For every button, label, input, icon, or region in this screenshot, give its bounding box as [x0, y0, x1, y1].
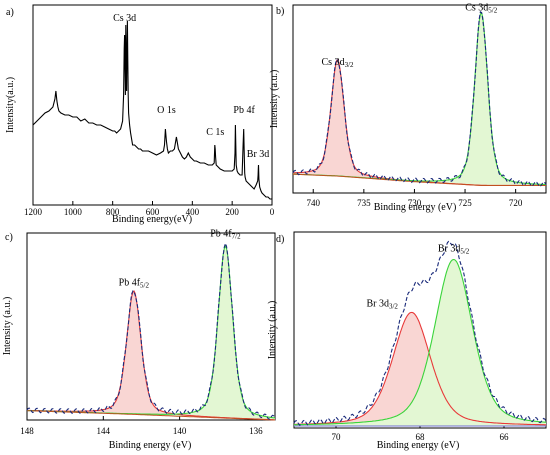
panel-label: c)	[5, 232, 13, 243]
background-line	[26, 410, 275, 421]
x-tick-label: 1000	[64, 207, 83, 217]
x-tick-label: 148	[20, 426, 34, 436]
x-tick-label: 720	[509, 198, 523, 208]
component-fill	[293, 59, 546, 186]
x-axis-label: Binding energy(eV)	[112, 214, 192, 225]
peak-annotation: O 1s	[157, 105, 176, 116]
peak-annotation: Pb 4f	[233, 105, 255, 116]
x-tick-label: 68	[416, 432, 426, 442]
panel-1: 1200 1000 800 600 400 200 0 Binding energy(eV) I…	[5, 4, 275, 225]
component-fill	[294, 259, 546, 426]
plot-frame	[26, 232, 276, 421]
plot-frame	[292, 4, 547, 194]
y-axis-label: Intensity (a.u.)	[269, 70, 280, 129]
peak-annotation: Br 3d	[247, 149, 270, 160]
x-tick-label: 0	[270, 207, 275, 217]
component-line	[294, 258, 547, 426]
y-axis-label: Intensity(a.u.)	[5, 77, 16, 133]
survey-line	[32, 20, 272, 200]
peak-annotation: Cs 3d5/2	[465, 3, 498, 15]
x-tick-label: 400	[186, 207, 200, 217]
panel-label: d)	[276, 234, 284, 245]
component-fill	[293, 12, 546, 186]
x-tick-label: 740	[306, 198, 320, 208]
x-tick-label: 725	[458, 198, 472, 208]
x-axis-label: Binding energy (eV)	[109, 440, 192, 451]
y-axis-label: Intensity (a.u.)	[267, 301, 278, 360]
peak-annotation: C 1s	[206, 127, 224, 138]
peak-annotation: Pb 4f7/2	[210, 229, 241, 241]
component-line	[294, 311, 546, 426]
peak-annotation: Cs 3d	[113, 13, 136, 24]
x-tick-label: 200	[225, 207, 239, 217]
panel-3: 148 144 140 136 Binding energy (eV) Intensity…	[2, 229, 276, 451]
x-tick-label: 800	[106, 207, 120, 217]
raw-data-line	[292, 11, 547, 188]
peak-annotation: Cs 3d3/2	[322, 57, 355, 69]
peak-annotation: Br 3d5/2	[438, 244, 470, 256]
x-tick-label: 140	[173, 426, 187, 436]
x-tick-label: 730	[408, 198, 422, 208]
peak-annotation: Pb 4f5/2	[119, 277, 150, 289]
x-tick-label: 136	[249, 426, 263, 436]
x-axis-label: Binding energy (eV)	[374, 202, 457, 213]
raw-data-line	[293, 240, 547, 426]
x-tick-label: 144	[97, 426, 111, 436]
background-line	[293, 173, 546, 186]
panel-4: 70 68 66 Binding energy (eV) Intensity (a.u.…	[267, 231, 547, 451]
component-fill	[27, 246, 275, 420]
x-tick-label: 600	[146, 207, 160, 217]
panel-2: 740 735 730 725 720 Binding energy (eV) Intens…	[269, 3, 547, 213]
peak-annotation: Br 3d3/2	[366, 298, 398, 310]
x-tick-label: 735	[357, 198, 371, 208]
panel-label: a)	[6, 7, 14, 18]
x-tick-label: 66	[500, 432, 510, 442]
x-tick-label: 70	[332, 432, 342, 442]
panel-label: b)	[276, 6, 284, 17]
x-axis-label: Binding energy (eV)	[377, 440, 460, 451]
x-tick-label: 1200	[24, 207, 43, 217]
y-axis-label: Intensity (a.u.)	[2, 297, 13, 356]
component-fill	[294, 312, 546, 426]
raw-data-line	[26, 241, 276, 420]
